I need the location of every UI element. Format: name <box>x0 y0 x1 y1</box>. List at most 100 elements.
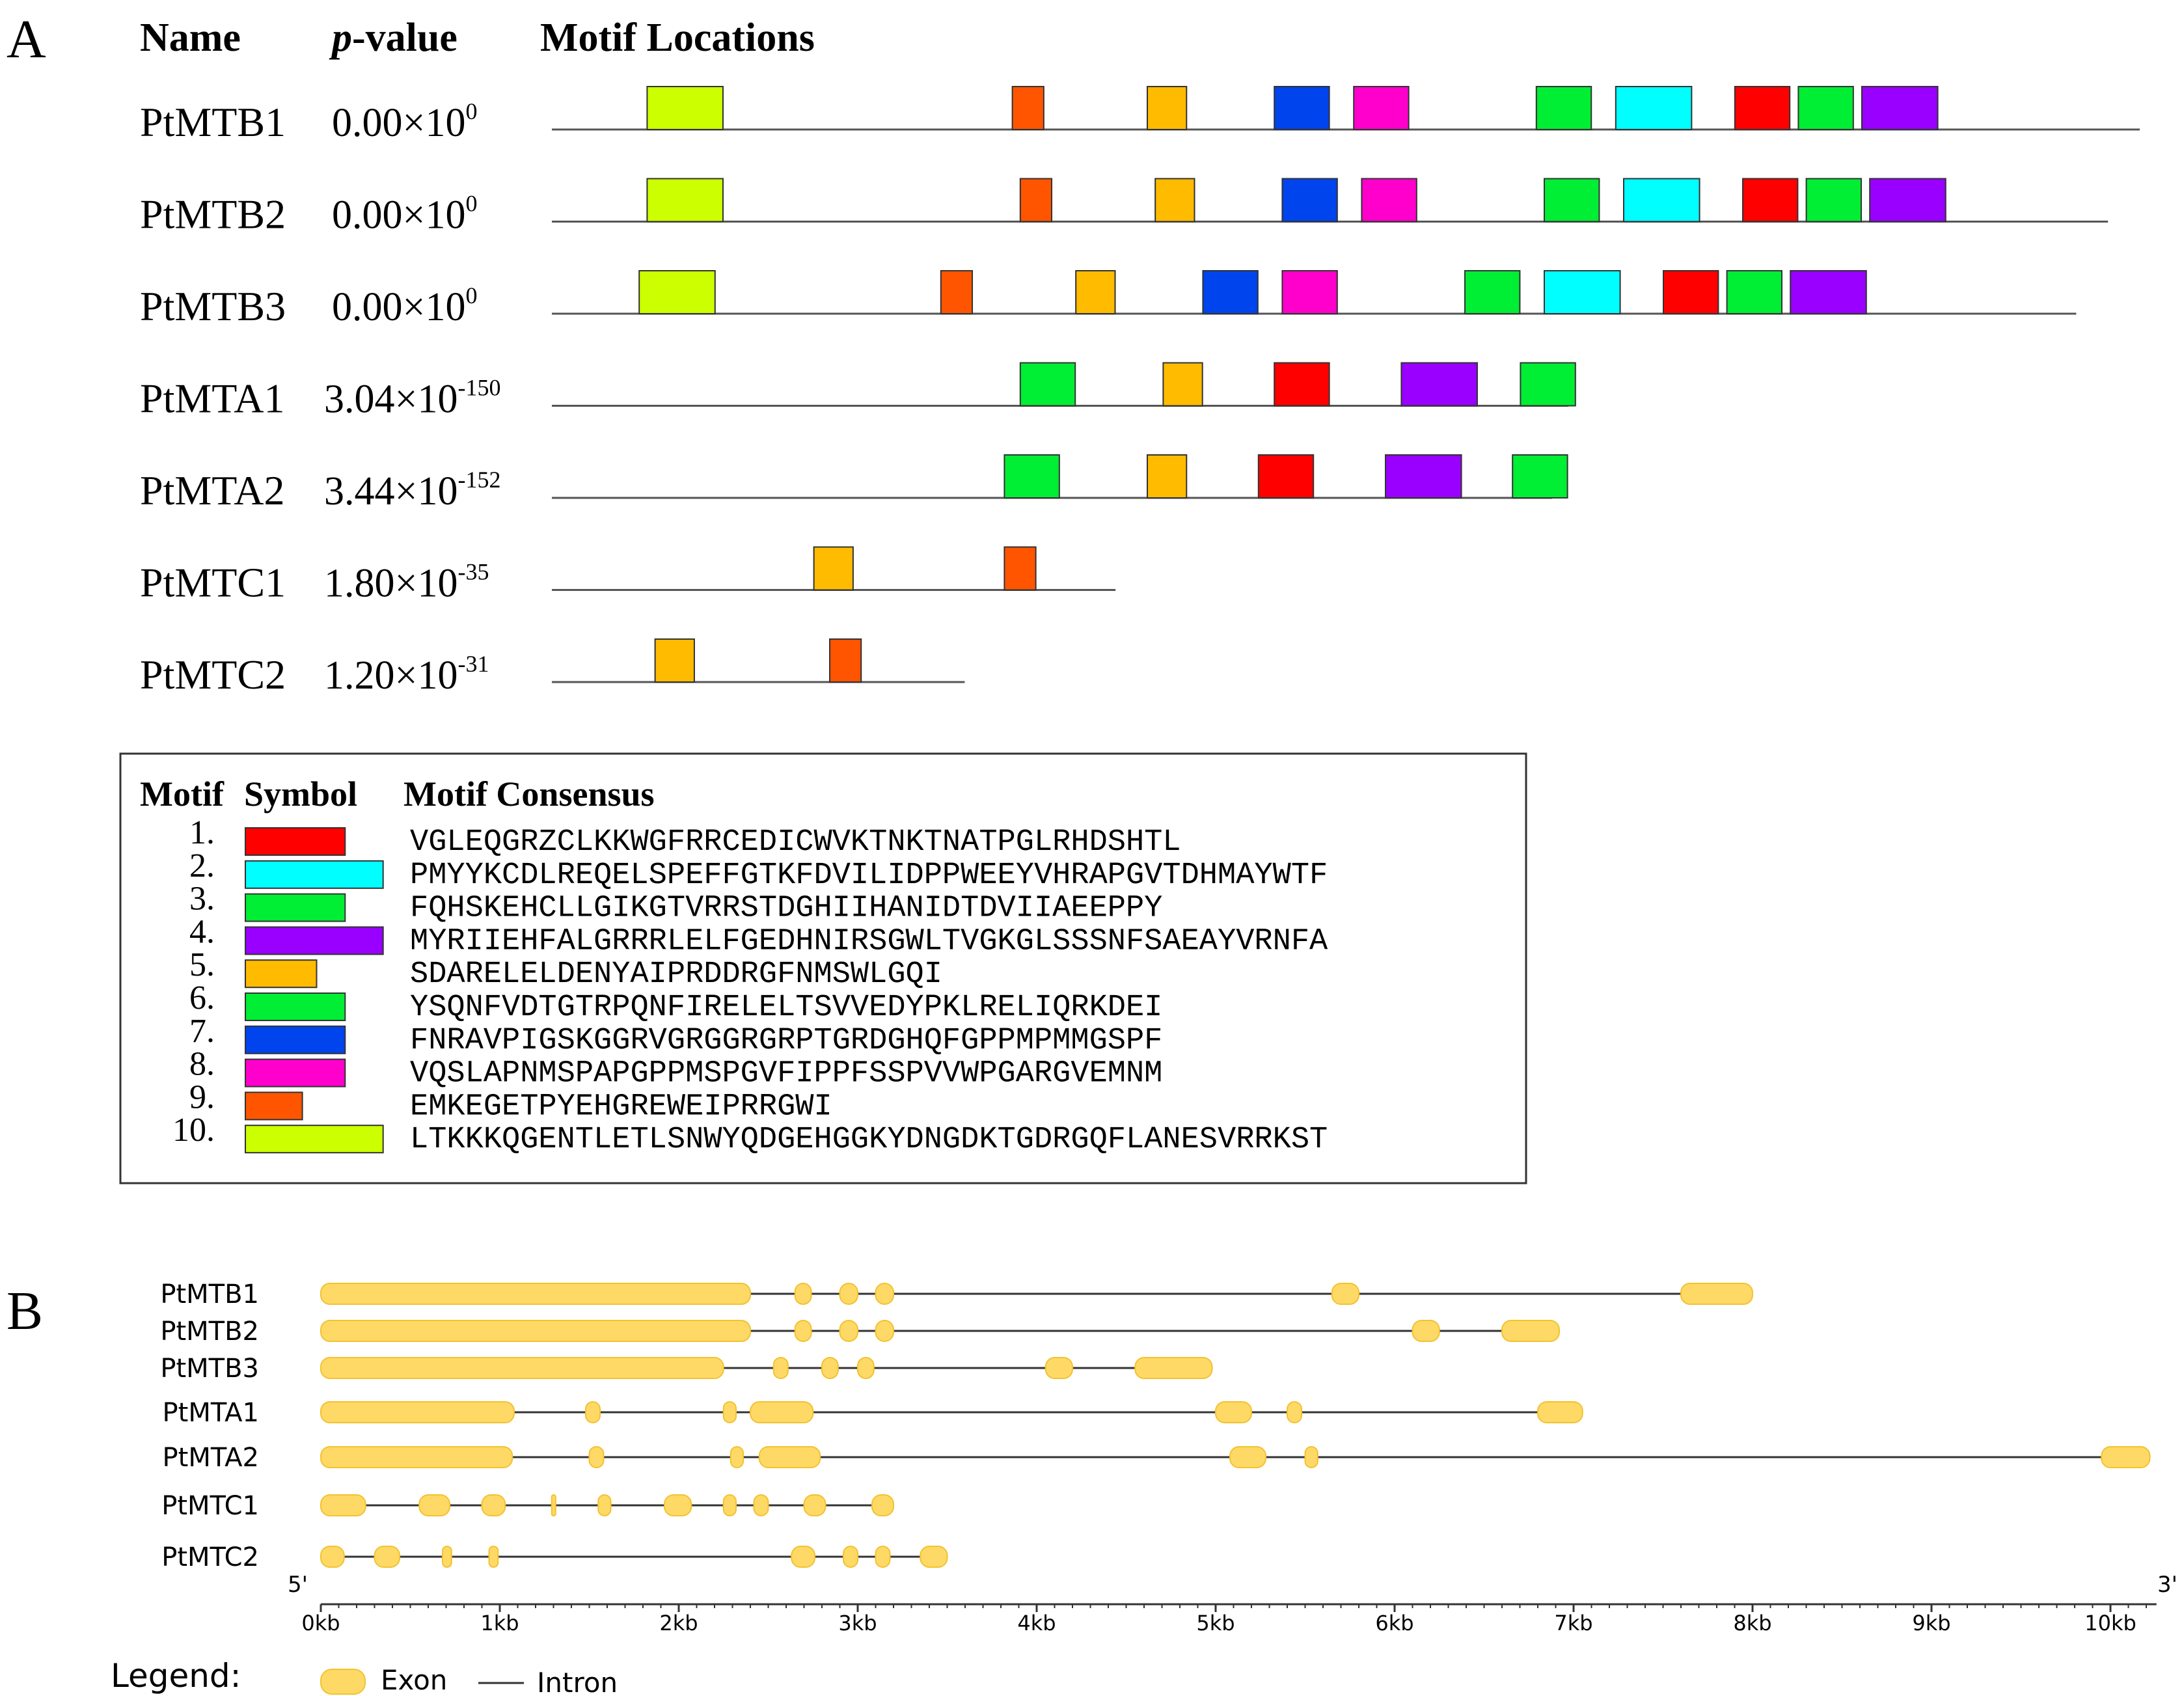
motif-rows: PtMTB1 0.00×100 PtMTB2 0.00×100 PtMTB3 0.00×1… <box>140 86 2140 698</box>
motif-consensus: FQHSKEHCLLGIKGTVRRSTDGHIIHANIDTDVIIAEEPP… <box>410 892 1162 926</box>
gene-row-ptmtb2: PtMTB2 <box>160 1317 1560 1347</box>
motif-6-box <box>1520 362 1576 407</box>
exon <box>920 1546 948 1568</box>
axis-tick-label: 9kb <box>1912 1611 1950 1635</box>
exon-legend-swatch <box>320 1669 366 1695</box>
motif-4-box <box>1400 362 1478 407</box>
motif-1-box <box>1663 270 1719 314</box>
motif-number: 4. <box>189 913 215 950</box>
legend-row-motif-10: 10. LTKKKQGENTLETLSNWYQDGEHGGKYDNGDKTGDRG… <box>172 1112 1328 1157</box>
exon <box>772 1357 789 1379</box>
exon <box>803 1494 826 1516</box>
legend-row-motif-2: 2. PMYYKCDLREQELSPEFFGTKFDVILIDPPWEEYVHRA… <box>189 847 1328 893</box>
exon <box>2101 1446 2151 1468</box>
protein-name: PtMTB1 <box>140 99 286 145</box>
motif-5-box <box>1162 362 1203 407</box>
three-prime-label: 3' <box>2157 1572 2177 1598</box>
exon <box>1134 1357 1213 1379</box>
p-value: 0.00×100 <box>332 98 477 145</box>
motif-10-box <box>646 178 724 223</box>
motif-symbol <box>245 1091 303 1121</box>
motif-number: 3. <box>189 881 215 918</box>
exon <box>1229 1446 1266 1468</box>
motif-4-box <box>1790 270 1867 314</box>
motif-8-box <box>1353 86 1410 130</box>
motif-2-box <box>1615 86 1693 130</box>
panel-a-label: A <box>7 9 46 70</box>
p-value: 0.00×100 <box>332 282 477 329</box>
motif-6-box <box>1019 362 1076 407</box>
exon <box>488 1546 499 1568</box>
motif-8-box <box>1281 270 1338 314</box>
motif-1-box <box>1742 178 1799 223</box>
motif-2-box <box>1623 178 1700 223</box>
legend-rows: 1. VGLEQGRZCLKKWGFRRCEDICWVKTNKTNATPGLRHD… <box>172 814 1328 1157</box>
motif-5-box <box>1147 454 1188 499</box>
axis-tick-label: 10kb <box>2084 1611 2136 1635</box>
motif-row-ptmta2: PtMTA2 3.44×10-152 <box>140 454 1568 513</box>
motif-symbol <box>245 926 384 955</box>
motif-3-box <box>1805 178 1863 223</box>
motif-7-box <box>1274 86 1330 130</box>
motif-row-ptmtc1: PtMTC1 1.80×10-35 <box>140 546 1116 606</box>
motif-number: 7. <box>189 1013 215 1050</box>
exon <box>320 1401 515 1423</box>
exon <box>750 1401 814 1423</box>
motif-consensus: PMYYKCDLREQELSPEFFGTKFDVILIDPPWEEYVHRAPG… <box>410 858 1328 893</box>
exon <box>1044 1357 1073 1379</box>
motif-symbol <box>245 827 346 856</box>
legend-header-motif: Motif <box>140 774 225 814</box>
axis-tick-label: 8kb <box>1733 1611 1771 1635</box>
exon <box>597 1494 612 1516</box>
motif-5-box <box>1075 270 1116 314</box>
motif-consensus: VQSLAPNMSPAPGPPMSPGVFIPPFSSPVVWPGARGVEMN… <box>410 1057 1162 1091</box>
motif-number: 10. <box>172 1112 215 1149</box>
motif-symbol <box>245 1125 384 1154</box>
p-value: 1.20×10-31 <box>324 651 489 698</box>
exon <box>839 1283 858 1305</box>
motif-number: 8. <box>189 1046 215 1083</box>
exon <box>320 1446 513 1468</box>
motif-consensus: YSQNFVDTGTRPQNFIRELELTSVVEDYPKLRELIQRKDE… <box>410 991 1162 1025</box>
motif-symbol <box>245 1025 346 1054</box>
motif-1-box <box>1734 86 1791 130</box>
gene-row-ptmtc1: PtMTC1 <box>161 1491 894 1521</box>
motif-consensus: MYRIIEHFALGRRRLELFGEDHNIRSGWLTVGKGLSSSNF… <box>410 924 1328 959</box>
motif-5-box <box>1154 178 1195 223</box>
p-value: 0.00×100 <box>332 191 477 238</box>
motif-consensus: VGLEQGRZCLKKWGFRRCEDICWVKTNKTNATPGLRHDSH… <box>410 825 1181 860</box>
axis-tick-label: 1kb <box>480 1611 519 1635</box>
protein-name: PtMTB2 <box>140 191 286 238</box>
legend-row-motif-3: 3. FQHSKEHCLLGIKGTVRRSTDGHIIHANIDTDVIIAEE… <box>189 881 1162 926</box>
motif-row-ptmtb1: PtMTB1 0.00×100 <box>140 86 2140 145</box>
exon <box>320 1546 345 1568</box>
axis-tick-label: 7kb <box>1554 1611 1592 1635</box>
exon <box>442 1546 452 1568</box>
motif-7-box <box>1202 270 1259 314</box>
exon <box>843 1546 858 1568</box>
motif-legend-box <box>119 752 1527 1184</box>
motif-row-ptmtb3: PtMTB3 0.00×100 <box>140 270 2077 329</box>
motif-9-box <box>1003 546 1037 591</box>
exon <box>588 1446 605 1468</box>
gene-legend-title: Legend: <box>111 1657 241 1695</box>
exon <box>730 1446 744 1468</box>
exon <box>585 1401 601 1423</box>
motif-4-box <box>1385 454 1462 499</box>
gene-name: PtMTB1 <box>160 1279 259 1309</box>
exon <box>794 1320 812 1342</box>
exon <box>871 1494 894 1516</box>
p-value: 3.44×10-152 <box>324 467 500 513</box>
motif-consensus: SDARELELDENYAIPRDDRGFNMSWLGQI <box>410 957 942 992</box>
gene-name: PtMTC1 <box>161 1491 259 1521</box>
motif-row-ptmtc2: PtMTC2 1.20×10-31 <box>140 638 965 698</box>
exon <box>1215 1401 1252 1423</box>
p-value: 1.80×10-35 <box>324 559 489 606</box>
motif-6-box <box>1464 270 1521 314</box>
motif-9-box <box>829 638 862 683</box>
motif-consensus: LTKKKQGENTLETLSNWYQDGEHGGKYDNGDKTGDRGQFL… <box>410 1123 1328 1157</box>
motif-number: 5. <box>189 946 215 983</box>
legend-header-consensus: Motif Consensus <box>403 774 655 814</box>
motif-6-box <box>1003 454 1060 499</box>
gene-row-ptmta1: PtMTA1 <box>163 1398 1583 1428</box>
